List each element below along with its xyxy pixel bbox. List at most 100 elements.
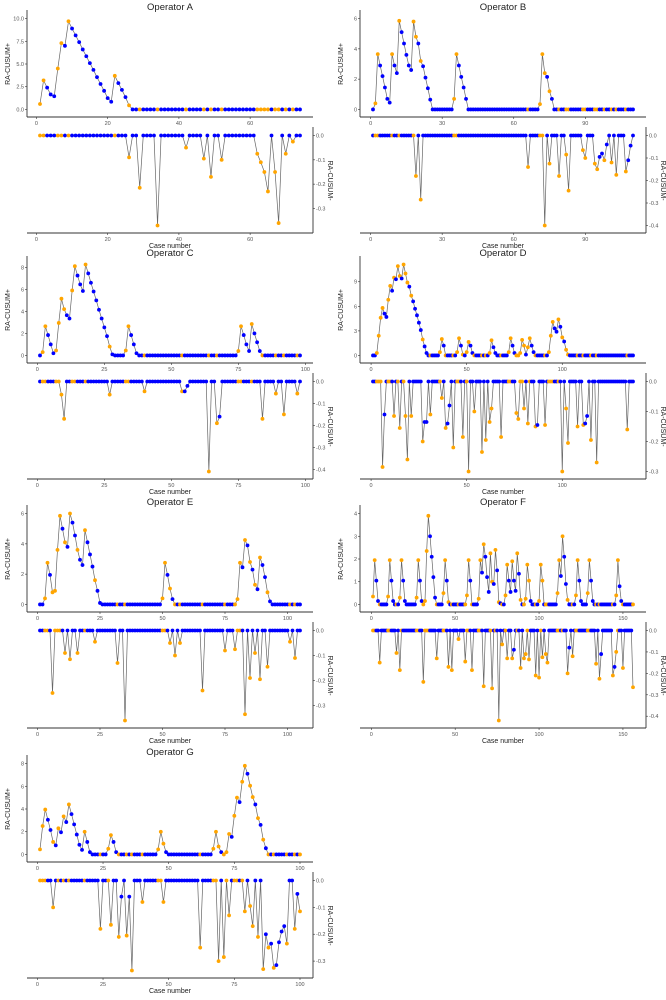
upper-point-event xyxy=(219,107,224,112)
upper-point-event xyxy=(262,107,267,112)
upper-y-tick-label: 4 xyxy=(354,47,357,53)
upper-point-event xyxy=(109,833,113,838)
upper-y-tick-label: 0.0 xyxy=(16,107,24,113)
lower-point-event xyxy=(271,965,276,970)
lower-point-event xyxy=(537,675,541,680)
lower-point xyxy=(220,628,225,633)
upper-point-event xyxy=(439,337,444,341)
lower-point xyxy=(195,878,200,883)
lower-point-event xyxy=(216,959,221,963)
lower-point xyxy=(541,379,546,384)
upper-point xyxy=(190,852,195,857)
lower-point xyxy=(145,379,150,384)
upper-point-event xyxy=(59,41,64,45)
lower-point xyxy=(188,379,193,384)
upper-point xyxy=(172,852,176,857)
upper-point xyxy=(87,61,92,65)
upper-point xyxy=(187,107,192,112)
lower-x-tick-label: 25 xyxy=(101,483,107,489)
upper-point xyxy=(203,852,208,857)
upper-point-event xyxy=(556,317,561,322)
upper-point-event xyxy=(266,852,271,857)
lower-point xyxy=(179,878,184,883)
upper-point-event xyxy=(466,340,471,344)
upper-point xyxy=(105,334,109,339)
x-axis-label: Case number xyxy=(149,988,192,995)
lower-point xyxy=(52,133,57,138)
upper-point xyxy=(212,107,217,112)
upper-point-event xyxy=(40,350,45,355)
lower-point-event xyxy=(496,718,501,723)
lower-point xyxy=(520,628,525,633)
lower-point-event xyxy=(525,421,530,426)
upper-point-event xyxy=(72,264,77,269)
upper-point-event xyxy=(59,296,64,301)
lower-point xyxy=(164,878,168,883)
upper-point-event xyxy=(155,107,160,112)
lower-point-event xyxy=(83,379,88,384)
lower-y-tick-label: -0.4 xyxy=(649,224,658,230)
upper-y-tick-label: 0 xyxy=(354,602,357,608)
lower-y-tick-label: -0.1 xyxy=(649,650,658,656)
upper-point-event xyxy=(401,262,406,267)
lower-point xyxy=(478,379,482,384)
lower-point-event xyxy=(253,651,257,655)
lower-point xyxy=(119,894,124,899)
upper-point xyxy=(459,74,464,79)
upper-cusum-line xyxy=(372,515,633,606)
upper-point xyxy=(464,96,468,101)
lower-point xyxy=(498,628,503,633)
upper-point-event xyxy=(112,73,117,78)
upper-point-event xyxy=(258,107,263,112)
upper-point xyxy=(421,64,425,69)
lower-point-event xyxy=(38,133,42,138)
upper-point-event xyxy=(515,551,520,556)
upper-point-event xyxy=(503,593,508,598)
upper-point xyxy=(385,96,390,101)
lower-point xyxy=(148,878,153,883)
upper-point-event xyxy=(51,840,56,844)
lower-point-event xyxy=(249,379,254,384)
lower-point xyxy=(143,878,147,883)
upper-point-event xyxy=(373,101,378,106)
lower-point-event xyxy=(490,686,494,691)
upper-point xyxy=(295,852,300,857)
upper-x-tick-label: 90 xyxy=(582,121,588,127)
upper-point-event xyxy=(378,315,383,320)
lower-x-tick-label: 30 xyxy=(439,237,445,243)
lower-point-event xyxy=(464,379,469,384)
upper-point xyxy=(48,828,53,832)
lower-y-axis-label: RA-CUSUM- xyxy=(659,406,666,447)
lower-point xyxy=(258,878,263,883)
lower-x-tick-label: 100 xyxy=(301,483,310,489)
lower-point xyxy=(75,379,80,384)
upper-y-tick-label: 2 xyxy=(354,77,357,83)
lower-point-event xyxy=(227,913,231,918)
upper-x-tick-label: 100 xyxy=(301,367,310,373)
lower-point xyxy=(241,379,246,384)
lower-point xyxy=(131,379,136,384)
upper-point-event xyxy=(298,852,302,857)
panel-operator-c: Operator C 0 2 4 6 8 0 25 50 75 100 RA-CUSUM+ 0.0 -0.… xyxy=(0,246,333,496)
upper-point xyxy=(528,599,533,603)
upper-point xyxy=(85,540,90,545)
upper-point-event xyxy=(560,335,565,340)
upper-point xyxy=(439,602,444,607)
lower-point xyxy=(225,379,230,384)
lower-point xyxy=(97,379,101,384)
lower-point-event xyxy=(130,968,134,973)
upper-point-event xyxy=(255,107,260,112)
upper-point xyxy=(166,353,171,358)
lower-point xyxy=(99,379,104,384)
lower-point-event xyxy=(411,133,416,138)
upper-point xyxy=(65,544,70,549)
upper-point xyxy=(462,353,467,358)
panel-svg: Operator D 0 3 6 9 0 50 100 RA-CUSUM+ 0.0 -0.1 -0.2… xyxy=(338,248,666,496)
upper-point xyxy=(127,852,132,857)
upper-point xyxy=(268,599,272,604)
lower-x-tick-label: 150 xyxy=(618,732,627,738)
lower-point xyxy=(229,878,234,883)
lower-point-event xyxy=(295,391,300,396)
upper-point xyxy=(52,94,57,99)
upper-point xyxy=(535,107,540,112)
